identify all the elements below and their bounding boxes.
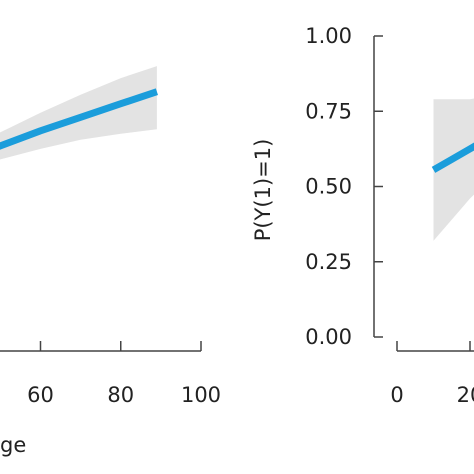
right-series-0-ci-band bbox=[433, 98, 474, 241]
right-series-line bbox=[431, 142, 474, 173]
left-x-axis-title: ge bbox=[0, 433, 26, 457]
left-x-tick-label: 60 bbox=[27, 383, 54, 407]
left-x-tick-label: 100 bbox=[181, 383, 221, 407]
right-y-tick-label: 0.75 bbox=[305, 99, 352, 123]
right-y-tick-label: 0.50 bbox=[305, 175, 352, 199]
chart-panel-right: 0.00 0.25 0.50 0.75 1.00 0 20 P(Y(1)=1) bbox=[251, 24, 474, 407]
right-y-axis-title: P(Y(1)=1) bbox=[251, 139, 275, 242]
right-y-tick-label: 0.25 bbox=[305, 250, 352, 274]
left-x-tick-label: 80 bbox=[107, 383, 134, 407]
right-y-tick-label: 1.00 bbox=[305, 24, 352, 48]
right-x-tick-label: 20 bbox=[457, 383, 474, 407]
right-y-tick-label: 0.00 bbox=[305, 325, 352, 349]
right-y-ticks: 0.00 0.25 0.50 0.75 1.00 bbox=[305, 24, 383, 349]
left-series-0-line bbox=[0, 88, 159, 150]
right-confidence-band bbox=[433, 98, 474, 241]
right-series-0-line bbox=[431, 142, 474, 173]
right-x-tick-label: 0 bbox=[390, 383, 403, 407]
left-series-0-ci-band bbox=[0, 66, 157, 160]
right-x-ticks: 0 20 bbox=[390, 341, 474, 407]
left-series-line bbox=[0, 88, 159, 150]
left-x-ticks: 60 80 100 bbox=[27, 341, 221, 407]
left-confidence-band bbox=[0, 66, 157, 160]
chart-panel-left: 60 80 100 ge bbox=[0, 66, 221, 457]
